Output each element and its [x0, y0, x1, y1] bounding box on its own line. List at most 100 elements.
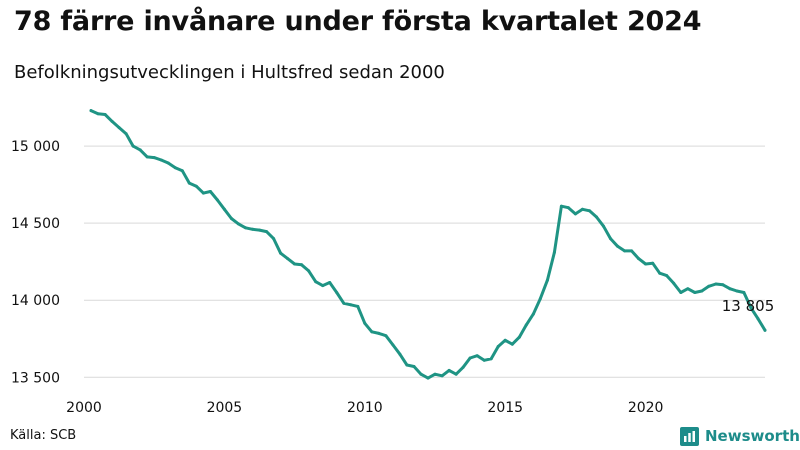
- data-point: [110, 119, 114, 123]
- data-point: [89, 109, 93, 113]
- data-point: [349, 303, 353, 307]
- data-point: [602, 224, 605, 228]
- data-point: [321, 284, 325, 288]
- data-point: [131, 144, 135, 148]
- data-point: [524, 323, 528, 327]
- data-point: [433, 372, 437, 376]
- data-point: [96, 112, 100, 116]
- data-point: [208, 190, 212, 193]
- data-point: [763, 328, 767, 332]
- y-tick-label: 14 000: [11, 293, 60, 309]
- data-points: [89, 109, 767, 380]
- data-point: [258, 228, 261, 232]
- x-tick-label: 2015: [487, 400, 523, 416]
- grid-lines: [84, 145, 765, 378]
- data-point: [307, 269, 311, 273]
- data-point: [545, 278, 549, 282]
- data-point: [265, 230, 268, 234]
- data-point: [644, 262, 648, 266]
- data-point: [398, 352, 402, 356]
- x-tick-label: 2010: [347, 400, 383, 416]
- data-point: [454, 372, 458, 376]
- data-point: [637, 257, 641, 261]
- data-point: [440, 374, 444, 378]
- data-point: [651, 261, 655, 265]
- data-point: [215, 198, 219, 202]
- data-point: [517, 335, 521, 339]
- data-point: [426, 376, 430, 380]
- data-point: [138, 148, 142, 152]
- data-point: [510, 342, 514, 346]
- data-point: [159, 158, 163, 162]
- data-point: [756, 317, 760, 321]
- data-point: [559, 204, 563, 208]
- data-point: [595, 215, 598, 219]
- data-point: [714, 282, 718, 286]
- data-point: [588, 209, 591, 213]
- data-point: [609, 237, 612, 241]
- x-tick-label: 2020: [628, 400, 664, 416]
- data-point: [356, 304, 360, 308]
- data-point: [117, 126, 121, 130]
- data-point: [482, 358, 486, 362]
- data-point: [496, 345, 500, 348]
- data-point: [166, 161, 170, 165]
- data-point: [749, 306, 753, 310]
- last-value-label: 13 805: [722, 297, 775, 315]
- data-point: [573, 212, 577, 216]
- data-point: [616, 244, 620, 248]
- data-point: [194, 184, 198, 188]
- data-point: [314, 280, 318, 284]
- data-point: [623, 249, 627, 253]
- data-point: [237, 222, 240, 226]
- data-point: [672, 281, 676, 285]
- data-point: [693, 291, 697, 294]
- newsworthy-logo[interactable]: Newsworthy: [680, 424, 800, 448]
- data-point: [735, 289, 739, 293]
- data-point: [679, 291, 683, 294]
- x-axis-tick-labels: 2000 2005 2010 2015 2020: [66, 400, 663, 416]
- chart-title: 78 färre invånare under första kvartalet…: [14, 6, 702, 37]
- data-point: [707, 284, 711, 288]
- data-point: [173, 166, 177, 170]
- data-point: [581, 207, 584, 211]
- data-point: [630, 249, 634, 253]
- data-point: [293, 262, 297, 266]
- data-point: [686, 287, 690, 291]
- data-point: [363, 321, 367, 325]
- data-point: [742, 291, 746, 294]
- source-label: Källa: SCB: [10, 428, 77, 443]
- data-point: [658, 271, 662, 275]
- data-point: [405, 363, 409, 367]
- data-point: [180, 169, 184, 173]
- data-point: [201, 191, 205, 195]
- data-point: [461, 365, 465, 369]
- data-point: [475, 354, 479, 358]
- data-point: [412, 365, 416, 368]
- data-point: [447, 368, 451, 372]
- y-tick-label: 15 000: [11, 139, 60, 155]
- data-point: [489, 357, 493, 361]
- data-point: [552, 250, 556, 254]
- data-point: [566, 206, 570, 210]
- data-point: [152, 156, 156, 160]
- data-point: [391, 343, 395, 347]
- data-point: [419, 372, 423, 376]
- data-point: [531, 312, 535, 316]
- data-point: [251, 227, 254, 231]
- data-point: [700, 289, 704, 293]
- x-tick-label: 2000: [66, 400, 102, 416]
- data-point: [229, 217, 233, 220]
- data-point: [328, 281, 332, 284]
- data-point: [377, 331, 381, 335]
- data-point: [187, 181, 191, 185]
- y-tick-label: 14 500: [11, 216, 60, 232]
- data-point: [279, 251, 283, 255]
- y-axis-tick-labels: 13 500 14 000 14 500 15 000: [11, 139, 60, 386]
- brand-name: Newsworthy: [705, 427, 800, 445]
- data-point: [272, 237, 276, 241]
- data-point: [538, 297, 542, 301]
- population-line: [89, 109, 767, 380]
- x-tick-label: 2005: [207, 400, 243, 416]
- bar-chart-icon: [680, 426, 699, 446]
